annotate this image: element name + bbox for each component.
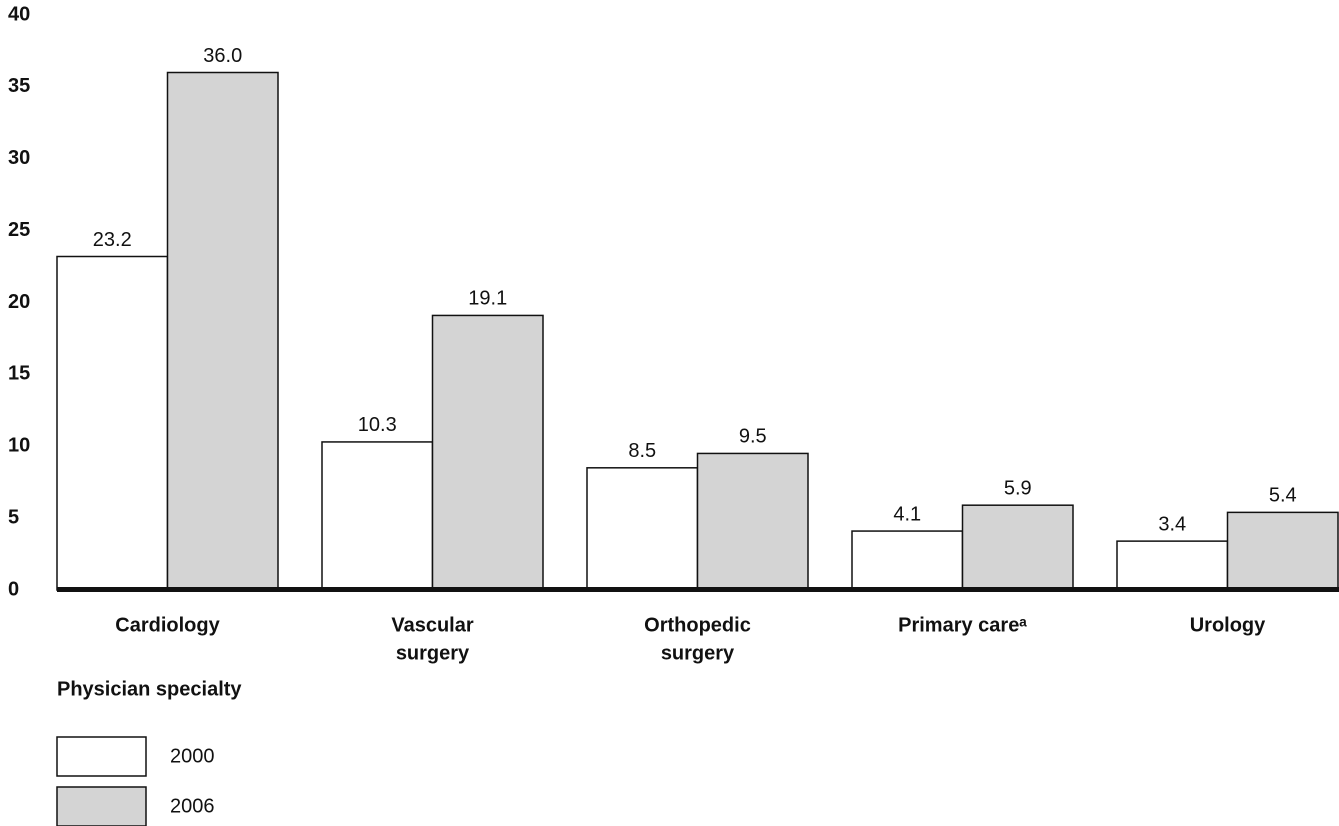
bar (431, 314, 544, 591)
value-label: 5.4 (1269, 485, 1297, 507)
bar (1226, 511, 1339, 591)
bar (166, 71, 279, 591)
bar (696, 452, 809, 591)
bar (321, 441, 434, 591)
y-tick-label: 0 (8, 578, 19, 600)
bar (961, 504, 1074, 591)
x-tick-label: Orthopedic (644, 614, 751, 636)
value-label: 3.4 (1158, 513, 1186, 535)
bar (851, 530, 964, 591)
x-tick-label: Urology (1190, 614, 1266, 636)
x-tick-label: surgery (396, 642, 470, 664)
value-label: 9.5 (739, 426, 767, 448)
y-tick-label: 25 (8, 219, 30, 241)
legend-swatch (56, 786, 147, 826)
legend-label: 2006 (170, 795, 215, 817)
legend-swatch (56, 736, 147, 777)
value-label: 8.5 (628, 440, 656, 462)
value-label: 23.2 (93, 229, 132, 251)
value-label: 36.0 (203, 45, 242, 67)
y-tick-label: 30 (8, 147, 30, 169)
y-tick-label: 5 (8, 506, 19, 528)
y-tick-label: 15 (8, 363, 30, 385)
y-tick-label: 40 (8, 3, 30, 25)
bar (1116, 540, 1229, 591)
x-axis-label: Physician specialty (57, 678, 242, 700)
x-tick-label: Vascular (391, 614, 474, 636)
bar (586, 467, 699, 591)
legend-label: 2000 (170, 745, 215, 767)
x-tick-label: Primary careᵃ (898, 614, 1027, 636)
y-tick-label: 35 (8, 75, 30, 97)
bar (56, 255, 169, 591)
value-label: 5.9 (1004, 477, 1032, 499)
x-axis-line (57, 587, 1339, 592)
value-label: 19.1 (468, 288, 507, 310)
x-tick-label: Cardiology (115, 614, 220, 636)
y-tick-label: 20 (8, 291, 30, 313)
x-tick-label: surgery (661, 642, 735, 664)
y-tick-label: 10 (8, 435, 30, 457)
value-label: 4.1 (893, 503, 921, 525)
value-label: 10.3 (358, 414, 397, 436)
